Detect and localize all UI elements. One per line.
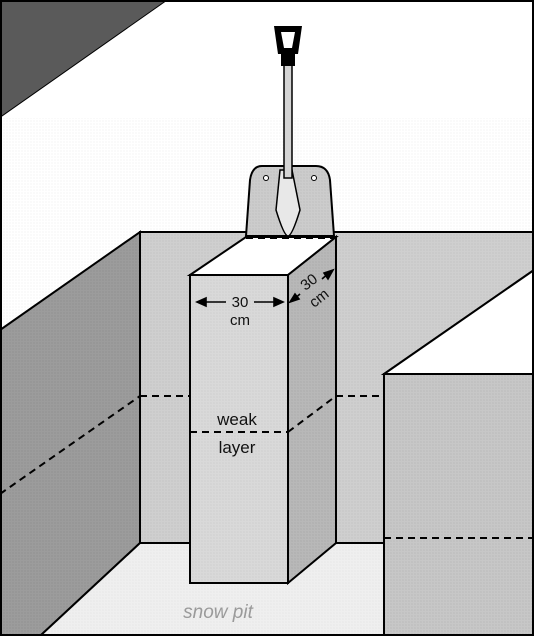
front-width-unit: cm	[230, 312, 250, 329]
front-width-dimension	[195, 296, 285, 308]
side-depth-arrowhead-upper	[322, 268, 335, 281]
shovel-handle-grip	[274, 26, 302, 54]
shovel-collar	[281, 52, 295, 66]
column-side-texture	[288, 237, 336, 583]
weak-layer-label-line2: layer	[219, 438, 256, 457]
shovel-rivet-right	[311, 175, 317, 181]
weak-layer-column-side	[287, 395, 337, 433]
shovel-rivet-left	[263, 175, 269, 181]
weak-layer-left-wall	[0, 395, 141, 495]
front-width-arrowhead-right	[273, 296, 285, 308]
column-front-texture	[190, 275, 288, 583]
shovel-shaft	[283, 59, 293, 179]
weak-layer-label-line1: weak	[216, 410, 257, 429]
shovel-blade-ridge	[275, 169, 301, 237]
snow-pit-caption: snow pit	[183, 602, 253, 623]
front-width-value: 30	[232, 294, 249, 311]
side-depth-arrowhead-lower	[288, 292, 301, 304]
front-width-arrowhead-left	[195, 296, 207, 308]
pit-wall-left-texture	[0, 232, 140, 636]
block-right-texture	[384, 374, 534, 636]
shovel	[244, 26, 336, 237]
weak-layer-lines	[0, 237, 534, 539]
side-depth-value: 30	[297, 271, 321, 295]
side-depth-dimension	[288, 268, 335, 304]
